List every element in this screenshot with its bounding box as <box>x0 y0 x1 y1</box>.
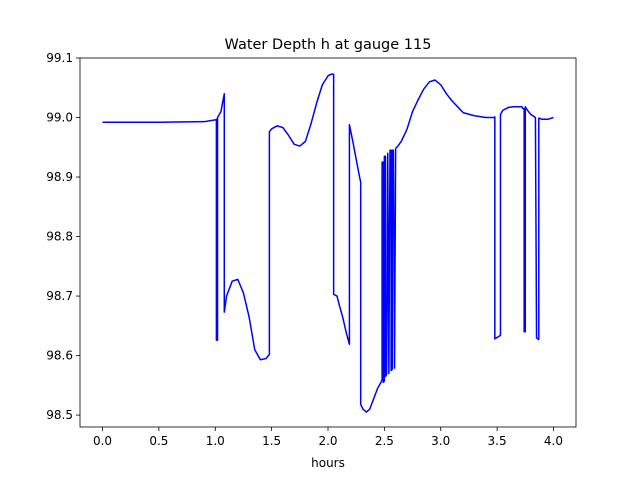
y-tick-label: 98.7 <box>46 289 73 303</box>
x-tick-label: 3.0 <box>431 434 450 448</box>
y-tick-label: 98.9 <box>46 170 73 184</box>
y-tick-label: 99.1 <box>46 51 73 65</box>
x-tick-label: 4.0 <box>544 434 563 448</box>
x-axis-label: hours <box>311 456 345 470</box>
x-tick-label: 0.5 <box>149 434 168 448</box>
tick-layer: 0.0 0.5 1.0 1.5 2.0 2.5 3.0 3.5 4.0 98.5 98.6 98.7 9… <box>46 51 563 448</box>
x-tick-label: 0.0 <box>93 434 112 448</box>
y-tick-label: 99.0 <box>46 111 73 125</box>
x-tick-label: 1.5 <box>262 434 281 448</box>
series-line-water-depth <box>102 73 554 413</box>
y-tick-label: 98.5 <box>46 408 73 422</box>
x-tick-label: 2.0 <box>318 434 337 448</box>
x-tick-label: 3.5 <box>488 434 507 448</box>
x-tick-label: 2.5 <box>375 434 394 448</box>
y-tick-label: 98.6 <box>46 349 73 363</box>
plot-area <box>80 58 576 427</box>
chart-title: Water Depth h at gauge 115 <box>225 37 432 53</box>
y-tick-label: 98.8 <box>46 230 73 244</box>
plot-frame <box>79 57 577 428</box>
x-tick-label: 1.0 <box>206 434 225 448</box>
